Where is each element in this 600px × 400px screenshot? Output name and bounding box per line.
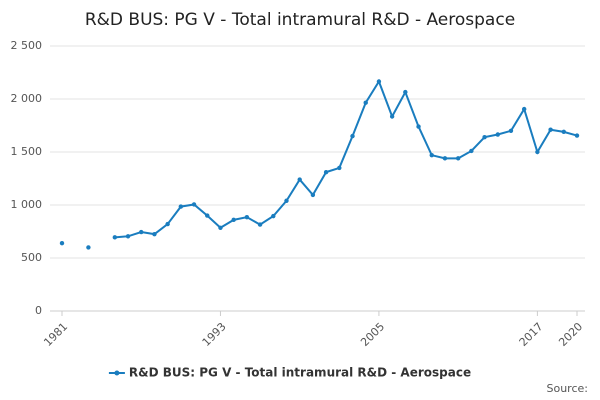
point: [218, 225, 223, 230]
point: [482, 134, 487, 140]
point: [257, 222, 263, 227]
point: [350, 133, 355, 139]
point: [337, 165, 342, 171]
point: [548, 127, 553, 132]
y-tick-label: 2 000: [11, 92, 43, 105]
point: [495, 132, 500, 137]
x-tick-label: 2017: [517, 320, 546, 349]
point: [297, 177, 302, 182]
point: [535, 149, 540, 155]
point: [284, 198, 289, 203]
point: [86, 245, 91, 250]
y-tick-label: 0: [35, 304, 42, 317]
x-tick-label: 2005: [358, 320, 387, 349]
point: [112, 235, 118, 240]
x-tick-label: 2020: [556, 320, 585, 349]
point: [416, 124, 421, 129]
point: [165, 221, 170, 227]
point: [191, 202, 197, 207]
point: [310, 192, 316, 198]
point: [59, 240, 65, 246]
y-tick-label: 2 500: [11, 39, 43, 52]
point: [376, 79, 382, 84]
source: Source:: [547, 382, 589, 395]
point: [152, 231, 157, 237]
point: [139, 229, 144, 235]
point: [205, 213, 210, 218]
point: [389, 114, 395, 119]
point: [271, 213, 276, 219]
x-tick-label: 1993: [200, 320, 229, 349]
point: [442, 156, 448, 161]
point: [455, 156, 461, 161]
point: [574, 133, 580, 138]
point: [323, 169, 329, 175]
point: [429, 152, 434, 158]
point: [403, 89, 408, 95]
point: [521, 106, 527, 112]
y-tick-label: 1 000: [11, 198, 43, 211]
point: [244, 214, 250, 220]
y-tick-label: 1 500: [11, 145, 43, 158]
point: [178, 204, 184, 209]
chart-title: R&D BUS: PG V - Total intramural R&D - A…: [85, 10, 515, 30]
point: [363, 100, 368, 105]
point: [125, 234, 131, 239]
legend-marker: [114, 370, 120, 376]
x-tick-label: 1981: [41, 320, 70, 349]
series-line: [114, 79, 578, 239]
point: [469, 148, 474, 154]
point: [561, 129, 566, 135]
legend-label: R&D BUS: PG V - Total intramural R&D - A…: [129, 366, 471, 380]
point: [231, 217, 236, 223]
point: [508, 128, 514, 133]
y-tick-label: 500: [21, 251, 42, 264]
